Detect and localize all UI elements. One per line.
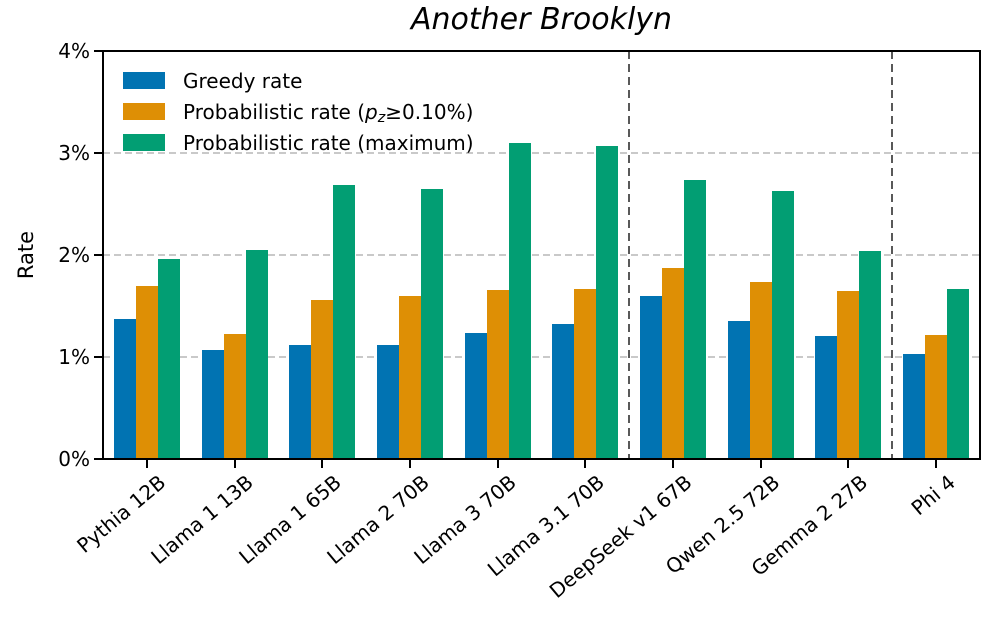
x-tick-mark <box>935 459 938 468</box>
bar <box>113 319 136 459</box>
y-tick-label: 4% <box>58 39 90 63</box>
bar <box>727 321 750 459</box>
x-tick-mark <box>584 459 587 468</box>
probabilistic-rate-maximum-swatch-icon <box>123 134 165 151</box>
bar <box>815 335 838 459</box>
bar <box>662 268 685 459</box>
legend-item-probabilistic-rate-threshold: Probabilistic rate (pz≥0.10%) <box>123 96 474 127</box>
legend-text: Probabilistic rate ( <box>183 99 366 124</box>
probabilistic-rate-threshold-swatch-icon <box>123 103 165 120</box>
x-tick-mark <box>233 459 236 468</box>
x-tick-mark <box>847 459 850 468</box>
bar <box>311 299 334 459</box>
y-tick-mark <box>94 50 103 52</box>
bar <box>201 349 224 459</box>
bar <box>771 190 794 459</box>
chart-title: Another Brooklyn <box>410 2 673 37</box>
bar <box>859 250 882 459</box>
bar <box>947 288 970 459</box>
y-tick-mark <box>94 458 103 460</box>
y-tick-mark <box>94 254 103 256</box>
bar <box>640 295 663 459</box>
x-tick-label: Phi 4 <box>906 470 960 521</box>
greedy-rate-swatch-icon <box>123 72 165 89</box>
bar <box>684 179 707 459</box>
legend-label: Probabilistic rate (pz≥0.10%) <box>183 99 474 126</box>
y-tick-label: 0% <box>58 447 90 471</box>
y-tick-mark <box>94 152 103 154</box>
bar <box>376 344 399 459</box>
bar <box>333 184 356 459</box>
gridline <box>103 254 980 256</box>
bar <box>925 334 948 459</box>
bar <box>420 188 443 459</box>
x-tick-mark <box>321 459 324 468</box>
bar <box>903 353 926 459</box>
bar <box>157 259 180 459</box>
legend-text-p-italic: p <box>365 99 378 124</box>
legend-text-z-subscript: z <box>377 109 386 126</box>
legend-text: Probabilistic rate (maximum) <box>183 130 474 155</box>
y-tick-mark <box>94 356 103 358</box>
y-tick-label: 2% <box>58 243 90 267</box>
gridline <box>103 152 980 154</box>
gridline <box>103 356 980 358</box>
legend-item-probabilistic-rate-maximum: Probabilistic rate (maximum) <box>123 127 474 158</box>
bar <box>486 289 509 459</box>
bar <box>135 285 158 459</box>
bar <box>574 288 597 459</box>
model-family-separator <box>628 51 631 459</box>
bar <box>223 333 246 459</box>
x-tick-label: DeepSeek v1 67B <box>544 470 697 603</box>
bar <box>596 145 619 459</box>
bar <box>464 332 487 459</box>
bar <box>552 324 575 459</box>
bar <box>289 344 312 459</box>
bar <box>398 295 421 459</box>
legend-item-greedy-rate: Greedy rate <box>123 65 474 96</box>
bar <box>245 249 268 459</box>
legend-text: ≥0.10%) <box>385 99 474 124</box>
model-family-separator <box>891 51 894 459</box>
legend-text: Greedy rate <box>183 68 303 93</box>
legend-label: Greedy rate <box>183 69 302 93</box>
x-tick-mark <box>759 459 762 468</box>
x-tick-mark <box>672 459 675 468</box>
x-tick-mark <box>145 459 148 468</box>
legend-label: Probabilistic rate (maximum) <box>183 131 474 155</box>
x-tick-mark <box>408 459 411 468</box>
bar <box>508 142 531 459</box>
bar <box>837 290 860 459</box>
y-tick-label: 1% <box>58 345 90 369</box>
x-tick-mark <box>496 459 499 468</box>
legend: Greedy rate Probabilistic rate (pz≥0.10%… <box>123 65 474 158</box>
y-tick-label: 3% <box>58 141 90 165</box>
bar <box>749 281 772 459</box>
